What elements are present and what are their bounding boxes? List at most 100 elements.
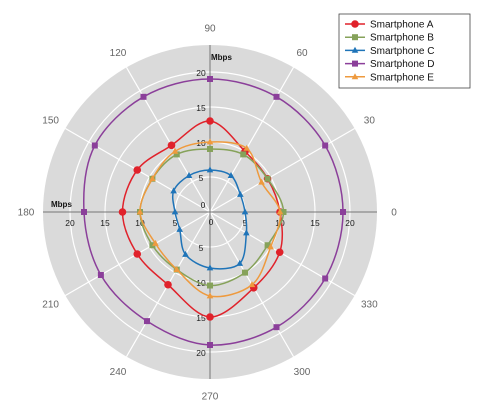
series-smartphone-e	[136, 138, 284, 299]
data-point-smartphone-d	[81, 209, 87, 215]
legend-label: Smartphone E	[370, 72, 434, 83]
series-layer	[81, 76, 346, 348]
data-point-smartphone-e	[258, 178, 265, 185]
angle-label-30: 30	[364, 116, 376, 127]
radial-tick-20: 20	[196, 348, 206, 358]
data-point-smartphone-d	[207, 76, 213, 82]
data-point-smartphone-b	[207, 282, 213, 289]
data-point-smartphone-b	[242, 269, 248, 276]
legend: Smartphone A Smartphone B Smartphone C Smar…	[338, 13, 471, 89]
legend-label: Smartphone C	[370, 46, 434, 57]
radial-tick-0: 0	[209, 217, 214, 227]
angle-label-210: 210	[42, 300, 59, 311]
data-point-smartphone-c	[237, 190, 244, 197]
polar-grid	[43, 45, 377, 379]
legend-marker	[352, 34, 358, 41]
data-point-smartphone-c	[182, 250, 189, 257]
data-point-smartphone-d	[140, 93, 147, 100]
data-point-smartphone-a	[133, 250, 142, 258]
angle-label-150: 150	[42, 116, 59, 127]
data-point-smartphone-e	[136, 208, 144, 215]
data-point-smartphone-a	[206, 313, 214, 321]
series-smartphone-d	[81, 76, 346, 348]
legend-label: Smartphone D	[370, 59, 434, 70]
radial-tick-15: 15	[100, 218, 110, 228]
data-point-smartphone-d	[144, 318, 150, 325]
data-point-smartphone-e	[276, 208, 284, 215]
data-point-smartphone-d	[273, 324, 280, 331]
legend-item-smartphone-c: Smartphone C	[345, 46, 434, 57]
data-point-smartphone-d	[97, 272, 104, 278]
data-point-smartphone-c	[176, 225, 183, 232]
grid-spoke	[209, 127, 355, 213]
radial-tick-5: 5	[173, 218, 178, 228]
radial-unit-label: Mbps	[51, 200, 72, 209]
angle-label-330: 330	[361, 300, 378, 311]
legend-item-smartphone-e: Smartphone E	[345, 72, 434, 83]
legend-label: Smartphone A	[370, 20, 434, 31]
angle-label-270: 270	[202, 392, 219, 403]
legend-item-smartphone-a: Smartphone A	[345, 20, 434, 31]
angle-label-60: 60	[296, 48, 308, 59]
radial-tick-0: 0	[201, 200, 206, 210]
data-point-smartphone-e	[206, 138, 214, 145]
angle-label-120: 120	[110, 48, 127, 59]
data-point-smartphone-a	[275, 248, 284, 257]
data-point-smartphone-e	[149, 175, 156, 182]
legend-item-smartphone-b: Smartphone B	[345, 33, 434, 44]
data-point-smartphone-c	[206, 166, 214, 173]
angle-label-0: 0	[391, 208, 397, 219]
data-point-smartphone-c	[170, 187, 177, 194]
angle-label-90: 90	[204, 24, 216, 35]
data-point-smartphone-b	[149, 242, 156, 249]
data-point-smartphone-d	[322, 275, 329, 282]
radial-tick-5: 5	[243, 218, 248, 228]
data-point-smartphone-b	[240, 151, 247, 158]
data-point-smartphone-a	[133, 166, 142, 174]
data-point-smartphone-a	[118, 208, 127, 216]
data-point-smartphone-c	[236, 259, 244, 266]
data-point-smartphone-c	[185, 172, 193, 179]
data-point-smartphone-c	[243, 229, 250, 236]
legend-marker	[351, 73, 359, 80]
data-point-smartphone-c	[241, 208, 249, 215]
data-point-smartphone-b	[173, 151, 180, 158]
data-point-smartphone-c	[206, 264, 214, 271]
data-point-smartphone-b	[280, 209, 287, 215]
data-point-smartphone-d	[322, 142, 329, 149]
series-smartphone-c	[170, 166, 250, 271]
angle-label-300: 300	[294, 367, 311, 378]
data-point-smartphone-d	[207, 342, 213, 348]
data-point-smartphone-d	[91, 142, 98, 149]
data-point-smartphone-e	[243, 144, 251, 151]
legend-marker	[351, 20, 359, 28]
radial-tick-15: 15	[196, 103, 206, 113]
data-point-smartphone-c	[227, 172, 235, 179]
legend-label: Smartphone B	[370, 33, 434, 44]
data-point-smartphone-e	[267, 243, 274, 250]
radial-tick-10: 10	[135, 218, 145, 228]
legend-marker	[352, 60, 358, 67]
radial-tick-20: 20	[196, 68, 206, 78]
radial-unit-label: Mbps	[211, 53, 232, 62]
data-point-smartphone-b	[207, 146, 213, 152]
data-point-smartphone-a	[167, 141, 176, 150]
data-point-smartphone-b	[264, 175, 271, 182]
data-point-smartphone-e	[206, 292, 214, 299]
grid-spoke	[209, 67, 295, 213]
data-point-smartphone-d	[340, 209, 346, 215]
angle-label-240: 240	[110, 367, 127, 378]
data-point-smartphone-e	[173, 265, 181, 272]
data-point-smartphone-d	[273, 93, 280, 100]
radial-tick-20: 20	[345, 218, 355, 228]
data-point-smartphone-a	[206, 117, 214, 125]
radial-tick-5: 5	[199, 243, 204, 253]
legend-marker	[351, 46, 359, 53]
grid-spoke	[125, 67, 211, 213]
data-point-smartphone-e	[248, 281, 256, 288]
data-point-smartphone-b	[264, 242, 271, 249]
radial-tick-20: 20	[65, 218, 75, 228]
data-point-smartphone-e	[152, 239, 159, 246]
